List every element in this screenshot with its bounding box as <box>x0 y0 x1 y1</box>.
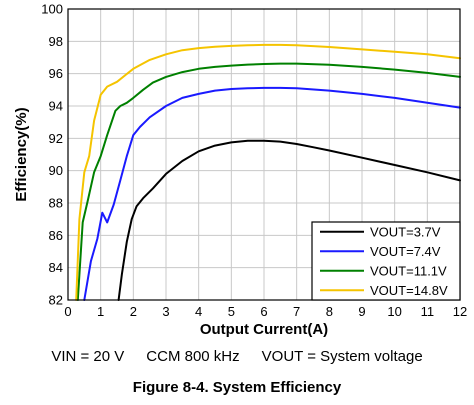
plot-frame <box>67 8 461 301</box>
x-tick-label: 1 <box>97 304 104 319</box>
series-line-2 <box>83 86 461 301</box>
vin-condition: VIN = 20 V <box>51 348 125 365</box>
y-tick-labels: 82 84 86 88 90 92 94 96 98 100 <box>41 2 63 308</box>
series-line-4 <box>75 43 461 301</box>
x-tick-label: 6 <box>260 304 267 319</box>
series-line-3 <box>76 62 461 301</box>
y-tick-label: 82 <box>49 293 63 308</box>
legend-box <box>311 221 461 301</box>
series-layer <box>75 43 461 301</box>
legend-label: VOUT=11.1V <box>370 263 447 278</box>
x-tick-label: 4 <box>195 304 202 319</box>
x-tick-label: 5 <box>228 304 235 319</box>
x-axis-title: Output Current(A) <box>200 321 328 338</box>
y-tick-label: 88 <box>49 196 63 211</box>
series-line-1 <box>117 139 461 301</box>
x-tick-label: 10 <box>387 304 401 319</box>
y-tick-label: 96 <box>49 66 63 81</box>
x-tick-label: 9 <box>358 304 365 319</box>
y-axis-title: Efficiency(%) <box>13 107 30 201</box>
vout-condition: VOUT = System voltage <box>261 348 423 365</box>
y-tick-label: 90 <box>49 163 63 178</box>
y-tick-label: 94 <box>49 99 63 114</box>
x-tick-label: 2 <box>130 304 137 319</box>
figure-caption: Figure 8-4. System Efficiency <box>132 379 342 396</box>
y-tick-label: 98 <box>49 34 63 49</box>
x-tick-label: 11 <box>421 304 435 319</box>
x-tick-label: 0 <box>64 304 71 319</box>
y-tick-label: 92 <box>49 131 63 146</box>
y-tick-label: 86 <box>49 228 63 243</box>
legend-label: VOUT=14.8V <box>370 283 448 298</box>
x-tick-label: 8 <box>326 304 333 319</box>
mode-condition: CCM 800 kHz <box>146 348 240 365</box>
x-tick-labels: 0 1 2 3 4 5 6 7 8 9 10 11 12 <box>64 304 467 319</box>
x-tick-label: 7 <box>293 304 300 319</box>
y-tick-label: 100 <box>41 2 63 17</box>
x-tick-label: 12 <box>453 304 467 319</box>
y-tick-label: 84 <box>49 260 63 275</box>
legend-label: VOUT=3.7V <box>370 224 441 239</box>
legend: VOUT=3.7V VOUT=7.4V VOUT=11.1V VOUT=14.8V <box>311 221 461 301</box>
legend-label: VOUT=7.4V <box>370 244 441 259</box>
test-conditions: VIN = 20 V CCM 800 kHz VOUT = System volta… <box>0 348 474 365</box>
x-tick-label: 3 <box>162 304 169 319</box>
